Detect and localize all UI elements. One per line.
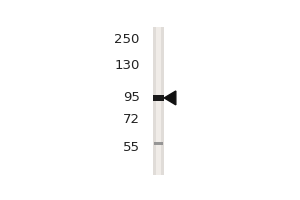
Bar xyxy=(156,27,161,175)
Text: 55: 55 xyxy=(123,141,140,154)
Bar xyxy=(153,95,164,101)
Text: 72: 72 xyxy=(123,113,140,126)
Text: 250: 250 xyxy=(114,33,140,46)
Text: 95: 95 xyxy=(123,91,140,104)
Polygon shape xyxy=(164,91,176,105)
Bar xyxy=(154,142,163,145)
Text: 130: 130 xyxy=(114,59,140,72)
Bar xyxy=(153,27,164,175)
